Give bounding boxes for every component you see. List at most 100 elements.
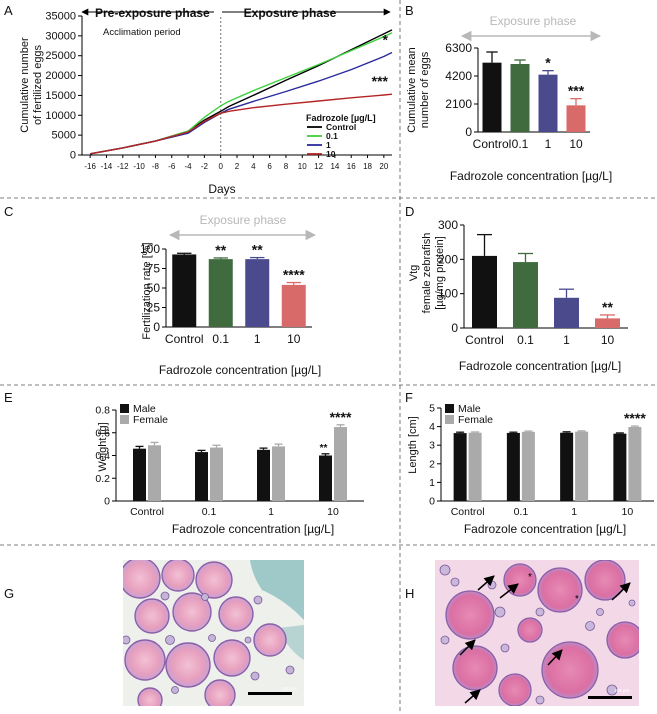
chart-f-category-label: 10 [622, 506, 634, 518]
chart-d-category-label: 10 [601, 333, 615, 347]
chart-f-y-tick-label: 4 [429, 421, 435, 433]
chart-b-y-label: Cumulative meannumber of eggs [406, 47, 431, 133]
chart-d-bar [595, 318, 620, 328]
chart-a-x-tick-label: 0 [218, 162, 223, 171]
chart-b-y-tick-label: 4200 [445, 69, 472, 83]
chart-b-category-label: 0.1 [512, 137, 529, 151]
chart-a-y-tick-label: 15000 [45, 90, 76, 102]
chart-e-bar-female [148, 445, 161, 501]
chart-f-legend-swatch [445, 404, 454, 413]
panel-letter-c: C [4, 204, 13, 219]
chart-a-x-tick-label: 8 [284, 162, 289, 171]
chart-f-category-label: 1 [571, 506, 577, 518]
chart-e-significance: ** [320, 443, 328, 454]
chart-a-y-tick-label: 0 [70, 150, 76, 162]
chart-b-bar [566, 105, 586, 132]
chart-b-significance: *** [568, 83, 585, 99]
chart-a-x-tick-label: 18 [363, 162, 372, 171]
chart-d-bar [472, 255, 497, 328]
chart-e-bar-male [257, 449, 270, 501]
panel-letter-e: E [4, 390, 13, 405]
chart-d-category-label: Control [465, 333, 504, 347]
chart-c-bar [172, 254, 197, 327]
chart-b-category-label: Control [473, 137, 512, 151]
chart-e-category-label: 10 [327, 506, 339, 518]
chart-e-legend-label: Male [133, 403, 156, 415]
chart-b-bar [510, 64, 530, 132]
chart-a-y-tick-label: 10000 [45, 110, 76, 122]
chart-c: Exposure phase Fertilization rate [%] 0 2… [140, 213, 321, 377]
chart-a-significance: * [383, 32, 389, 48]
chart-b-significance: * [545, 55, 551, 71]
chart-c-bar [281, 284, 306, 327]
chart-c-significance: ** [215, 242, 226, 258]
micrograph-g-scale: 100 µm [282, 686, 297, 691]
chart-e-bar-female [272, 446, 285, 501]
chart-b-y-tick-label: 0 [465, 125, 472, 139]
chart-a-x-tick-label: 12 [314, 162, 323, 171]
chart-c-y-label: Fertilization rate [%] [141, 242, 153, 339]
chart-e-legend-swatch [120, 404, 129, 413]
chart-f-category-label: 0.1 [514, 506, 529, 518]
chart-a-y-tick-label: 35000 [45, 11, 76, 23]
chart-f-bar-male [453, 433, 467, 501]
chart-a-x-tick-label: -4 [184, 162, 192, 171]
panel-letter-g: G [4, 586, 14, 601]
chart-a-series-line-4 [90, 93, 393, 155]
chart-a-y-label: Cumulative numberof fertilized eggs [19, 37, 44, 133]
chart-f-bar-female [468, 432, 482, 501]
chart-f-bar-female [628, 426, 642, 501]
chart-a-legend-label: 1 [326, 140, 331, 150]
chart-f-bar-male [560, 432, 574, 501]
chart-f-legend-label: Female [458, 414, 493, 426]
chart-b-bar [482, 62, 502, 132]
chart-b-category-label: 1 [545, 137, 552, 151]
chart-f-y-tick-label: 2 [429, 458, 435, 470]
chart-d-bar [554, 297, 579, 328]
chart-c-significance: **** [283, 267, 305, 283]
chart-e-bar-male [133, 448, 146, 501]
chart-e-legend-swatch [120, 415, 129, 424]
chart-a-legend-label: 10 [326, 149, 336, 159]
chart-b: Exposure phase Cumulative meannumber of … [406, 14, 612, 183]
chart-a-legend-label: Control [326, 122, 356, 132]
chart-a-phase-right: Exposure phase [244, 6, 337, 20]
chart-a-y-tick-label: 30000 [45, 30, 76, 42]
chart-f-legend-swatch [445, 415, 454, 424]
chart-e-category-label: 1 [268, 506, 274, 518]
chart-d-y-tick-label: 100 [438, 287, 458, 301]
chart-a-x-tick-label: 14 [330, 162, 339, 171]
chart-c-category-label: 10 [287, 332, 301, 346]
chart-f-y-tick-label: 5 [429, 403, 435, 415]
chart-e-y-tick-label: 0.6 [95, 427, 110, 439]
chart-c-significance: ** [252, 242, 263, 258]
chart-d-category-label: 1 [563, 333, 570, 347]
chart-e-x-label: Fadrozole concentration [µg/L] [172, 522, 334, 536]
chart-a-x-tick-label: -8 [152, 162, 160, 171]
chart-a-series-line-2 [90, 32, 393, 155]
chart-e-y-tick-label: 0.4 [95, 450, 110, 462]
chart-f-bar-female [521, 431, 535, 501]
chart-b-y-tick-label: 6300 [445, 41, 472, 55]
panel-letter-f: F [405, 390, 413, 405]
chart-c-category-label: 1 [254, 332, 261, 346]
chart-e-category-label: Control [130, 506, 164, 518]
chart-c-category-label: Control [165, 332, 204, 346]
chart-c-phase: Exposure phase [200, 213, 287, 227]
chart-f-y-tick-label: 0 [429, 496, 435, 508]
chart-c-y-tick-label: 50 [147, 281, 161, 295]
chart-a-series-line-3 [90, 51, 393, 155]
svg-text:*: * [528, 572, 532, 583]
chart-c-bar [208, 259, 233, 327]
chart-e-category-label: 0.1 [202, 506, 217, 518]
chart-e-bar-male [319, 455, 332, 501]
chart-f-y-label: Length [cm] [407, 416, 419, 473]
chart-d-y-label: Vtgfemale zebrafish[µg/mg protein] [408, 233, 446, 314]
chart-f-bar-male [613, 433, 627, 501]
chart-c-y-tick-label: 75 [147, 262, 161, 276]
chart-d: Vtgfemale zebrafish[µg/mg protein] 0 100 2… [408, 218, 628, 373]
chart-a-x-tick-label: -6 [168, 162, 176, 171]
chart-e-bar-female [334, 427, 347, 501]
